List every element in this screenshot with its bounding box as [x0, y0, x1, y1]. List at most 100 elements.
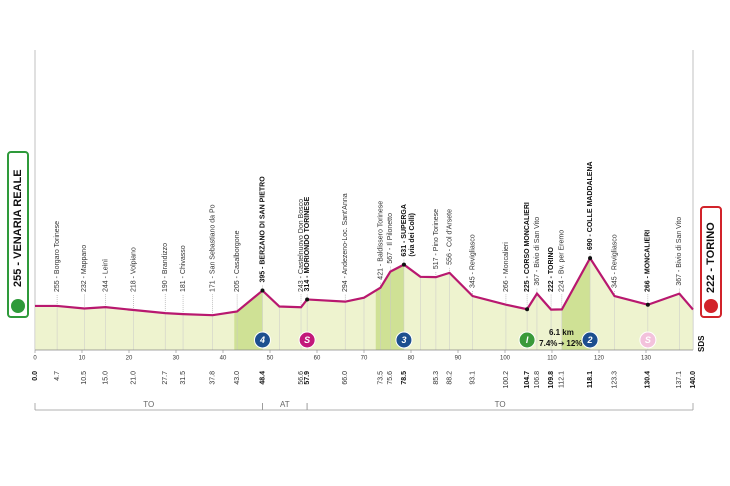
sector-label: TO	[495, 400, 506, 409]
climb-length: 6.1 km	[549, 328, 574, 337]
key-point	[588, 256, 593, 261]
km-label: 78.5	[401, 371, 408, 385]
km-label: 75.6	[387, 371, 394, 385]
badge-text: I	[526, 335, 529, 345]
start-label: 255 - VENARIA REALE	[12, 169, 24, 287]
waypoint-label: 314 - MORIONDO TORINESE	[304, 196, 311, 291]
km-label: 57.9	[304, 371, 311, 385]
key-point	[401, 262, 406, 267]
waypoint-label: 255 - Borgaro Torinese	[54, 221, 61, 292]
waypoint-label: 225 - CORSO MONCALIERI	[524, 202, 531, 292]
scale-tick-label: 90	[455, 356, 462, 362]
scale-tick-label: 80	[408, 356, 415, 362]
km-label: 85.3	[433, 371, 440, 385]
km-label: 56.6	[298, 371, 305, 385]
climb-shade	[234, 290, 263, 350]
sector-label: TO	[143, 400, 154, 409]
km-label: 66.0	[342, 371, 349, 385]
scale-tick-label: 10	[79, 356, 86, 362]
badge-text: 4	[259, 335, 265, 345]
key-point	[305, 297, 310, 302]
scale-tick-label: 110	[547, 356, 557, 362]
waypoint-label: 222 - TORINO	[548, 246, 555, 292]
waypoint-label: 367 - Bivio di San Vito	[676, 217, 683, 286]
waypoint-label: 205 - Casalborgone	[234, 230, 241, 292]
waypoint-label: 345 - Revigliasco	[611, 234, 618, 288]
badge	[639, 331, 657, 349]
waypoint-label: 517 - Pino Torinese	[433, 209, 440, 269]
waypoint-label: 567 - Il Pilonetto	[387, 213, 394, 264]
waypoint-label: 190 - Brandizzo	[162, 243, 169, 292]
waypoint-label: 266 - Moncalieri	[503, 242, 510, 292]
km-label: 31.5	[180, 371, 187, 385]
km-label: 109.8	[548, 371, 555, 389]
badge	[395, 331, 413, 349]
badge	[298, 331, 316, 349]
km-label: 123.3	[611, 371, 618, 389]
km-label: 73.5	[377, 371, 384, 385]
km-label: 10.5	[81, 371, 88, 385]
scale-tick-label: 100	[500, 356, 511, 362]
badge-text: 2	[587, 335, 593, 345]
waypoint-label: 345 - Revigliasco	[469, 234, 476, 288]
waypoint-label: 556 - Col d'Arsete	[446, 209, 453, 265]
km-label: 21.0	[131, 371, 138, 385]
km-label: 43.0	[234, 371, 241, 385]
scale-tick-label: 50	[267, 356, 274, 362]
scale-tick-label: 70	[361, 356, 368, 362]
key-point	[525, 307, 530, 312]
badge	[518, 331, 536, 349]
km-label: 106.8	[534, 371, 541, 389]
climb-avg: 7.4%	[539, 339, 557, 348]
waypoint-label: 395 - BERZANO DI SAN PIETRO	[259, 176, 266, 283]
key-point	[645, 302, 650, 307]
waypoint-label: 171 - San Sebastiano da Po	[210, 204, 217, 292]
waypoint-label: 224 - Bv. per Eremo	[559, 230, 566, 292]
waypoint-label: 294 - Andezeno-Loc. Sant'Anna	[342, 193, 349, 292]
climb-max: 12%	[566, 339, 582, 348]
scale-tick-label: 120	[594, 356, 605, 362]
finish-box	[700, 206, 722, 318]
climb-shade	[561, 258, 591, 350]
climb-arrow: ➜	[558, 339, 565, 348]
km-label: 0.0	[32, 371, 39, 381]
scale-tick-label: 130	[641, 356, 652, 362]
waypoint-note: (via dei Colli)	[409, 213, 416, 257]
waypoint-label: 218 - Volpiano	[131, 247, 138, 292]
km-label: 37.8	[210, 371, 217, 385]
badge-text: 3	[401, 335, 406, 345]
km-label: 130.4	[645, 371, 652, 389]
start-box	[7, 151, 29, 318]
km-label: 93.1	[469, 371, 476, 385]
km-label: 104.7	[524, 371, 531, 389]
waypoint-label: 181 - Chivasso	[180, 245, 187, 292]
waypoint-label: 244 - Leinì	[102, 259, 109, 292]
waypoint-label: 243 - Castelnuovo Don Bosco	[298, 199, 305, 292]
finish-label: 222 - TORINO	[705, 222, 717, 293]
km-label: 4.7	[54, 371, 61, 381]
scale-tick-label: 30	[173, 356, 180, 362]
sector-label: AT	[280, 400, 290, 409]
waypoint-label: 367 - Bivio di San Vito	[534, 217, 541, 286]
km-label: 112.1	[559, 371, 566, 388]
badge-text: S	[304, 335, 310, 345]
km-label: 48.4	[259, 371, 266, 385]
waypoint-label: 690 - COLLE MADDALENA	[587, 161, 594, 250]
profile-line	[35, 255, 694, 317]
km-label: 88.2	[446, 371, 453, 385]
logo: SDS	[697, 335, 706, 352]
km-label: 15.0	[102, 371, 109, 385]
scale-tick-label: 60	[314, 356, 321, 362]
start-icon	[11, 299, 25, 313]
waypoint-label: 631 - SUPERGA	[401, 204, 408, 257]
waypoint-label: 266 - MONCALIERI	[645, 230, 652, 292]
key-point	[260, 288, 265, 293]
km-label: 118.1	[587, 371, 594, 388]
badge	[253, 331, 271, 349]
scale-tick-label: 40	[220, 356, 227, 362]
finish-icon	[704, 299, 718, 313]
badge	[581, 331, 599, 349]
scale-tick-label: 0	[33, 356, 37, 362]
km-label: 100.2	[503, 371, 510, 389]
